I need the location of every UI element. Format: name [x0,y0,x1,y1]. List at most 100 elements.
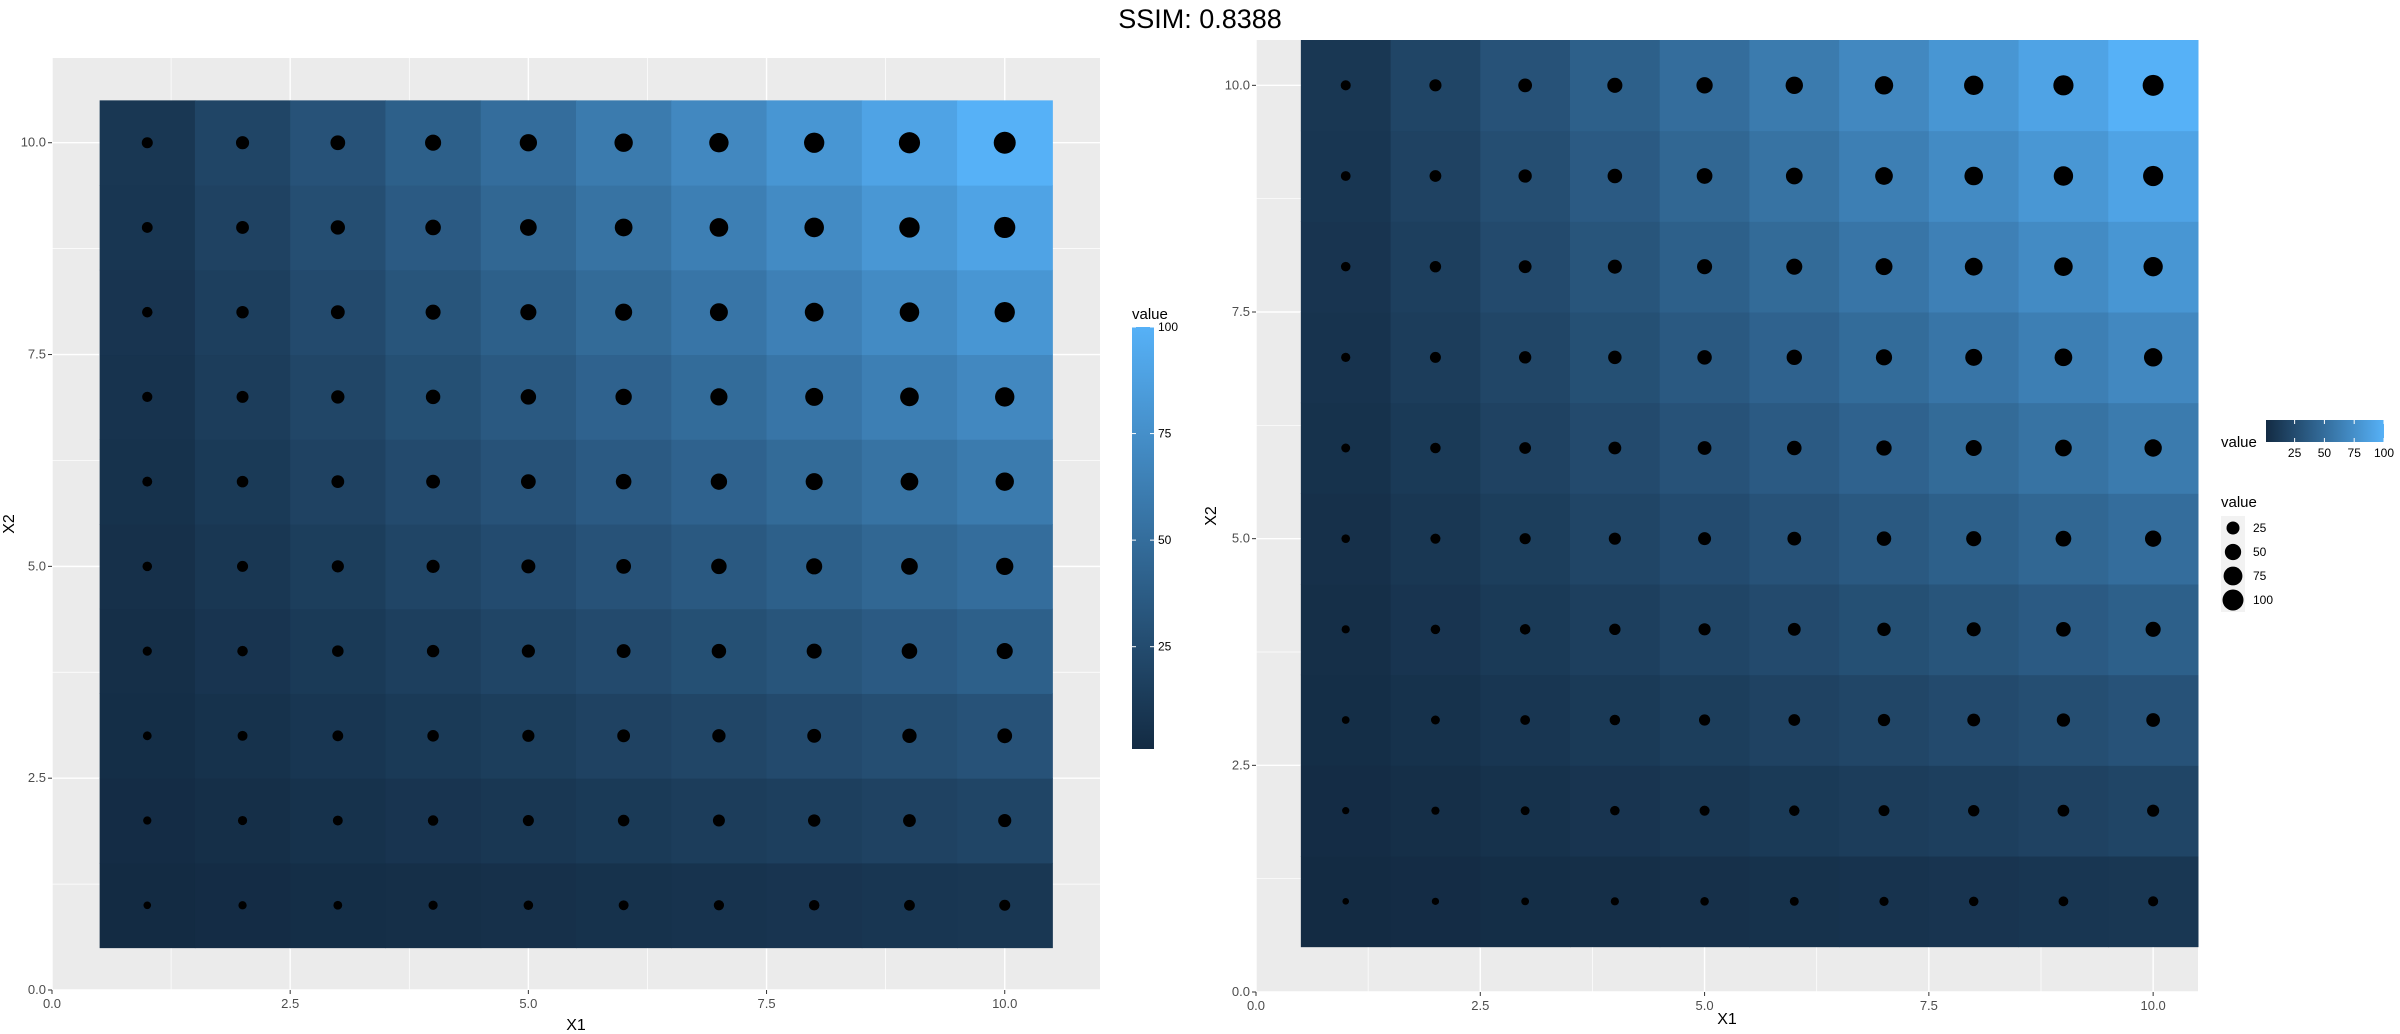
legend-title: value [2221,434,2257,451]
y-tick-label: 7.5 [28,347,46,362]
data-point [1431,897,1440,905]
data-point [901,557,918,575]
x-tick-label: 0.0 [43,996,61,1011]
data-point [615,473,632,490]
legend-title: value [2221,494,2257,511]
data-point [1787,531,1802,546]
data-point [427,730,439,742]
y-tick-label: 5.0 [28,558,46,573]
y-axis-title: X2 [1203,506,1220,526]
data-point [1696,168,1713,184]
data-point [1699,805,1710,816]
data-point [2057,804,2070,817]
data-point [238,901,247,910]
data-point [1966,531,1982,547]
data-point [332,645,344,657]
data-point [237,645,248,657]
data-point [615,303,633,321]
data-point [2142,74,2164,96]
data-point [2058,896,2069,907]
data-point [995,472,1014,491]
y-tick-label: 10.0 [1225,77,1250,92]
data-point [1340,171,1351,181]
data-point [2055,530,2072,547]
data-point [519,134,538,152]
data-point [808,900,820,911]
data-point [1696,77,1713,94]
data-point [330,305,345,320]
y-axis-title: X2 [1,514,18,534]
data-point [712,814,725,827]
data-point [2056,713,2071,727]
data-point [142,731,152,741]
data-point [428,900,438,910]
data-point [1609,714,1621,726]
axes: 0.0 2.5 5.0 7.5 10.0 0.0 2.5 5.0 7.5 10.0 X1 X2 [1203,77,2166,1028]
data-point [2053,166,2074,186]
data-point [1789,805,1800,816]
x-tick-label: 7.5 [758,996,776,1011]
data-point [1964,75,1984,95]
data-point [1520,715,1531,725]
data-point [1518,351,1532,364]
axes: 0.0 2.5 5.0 7.5 10.0 0.0 2.5 5.0 7.5 10.0 X1 X2 [1,135,1017,1034]
data-point [805,473,823,491]
data-point [996,557,1014,576]
colorbar-label: 100 [1158,320,1178,334]
data-point [332,730,344,742]
data-point [1519,442,1532,454]
data-point [236,475,249,488]
data-point [1788,714,1801,726]
data-point [2055,439,2072,457]
data-point [1786,440,1802,456]
colorbar-label: 50 [2318,446,2332,460]
data-point [1697,350,1712,365]
data-point [997,728,1013,744]
data-point [141,137,153,149]
x-tick-label: 10.0 [2140,998,2165,1013]
data-point [1968,896,1979,907]
data-point [331,560,344,573]
data-point [1610,897,1619,906]
x-tick-label: 10.0 [992,996,1017,1011]
data-point [1698,714,1711,726]
data-point [235,136,250,150]
data-point [2143,257,2163,277]
data-point [522,729,535,742]
data-point [614,133,633,152]
data-point [900,472,919,491]
data-point [521,644,535,658]
data-point [1786,258,1803,275]
data-point [1608,350,1622,365]
data-point [804,217,824,238]
data-point [710,388,728,406]
data-point [520,304,537,321]
data-point [711,558,727,575]
colorbar [2266,420,2384,442]
data-point [1610,805,1620,816]
data-point [330,135,346,151]
data-point [427,815,439,826]
data-point [1700,897,1709,906]
data-point [1965,439,1982,457]
data-point [1430,624,1441,635]
data-point [2054,257,2073,276]
page-title: SSIM: 0.8388 [1118,4,1282,34]
data-point [709,133,729,153]
data-point [713,900,725,911]
data-point [426,644,440,658]
legend-point [2226,521,2240,535]
data-point [2147,804,2160,817]
colorbar-label: 25 [1158,640,1172,654]
data-point [142,561,153,572]
data-point [332,815,343,826]
data-point [1698,532,1712,546]
data-point [520,389,537,405]
legend-label: 75 [2253,569,2267,583]
data-point [1520,806,1530,816]
data-point [807,814,821,827]
y-tick-label: 0.0 [1232,984,1250,999]
data-point [1518,260,1532,274]
legend-point [2223,566,2243,586]
